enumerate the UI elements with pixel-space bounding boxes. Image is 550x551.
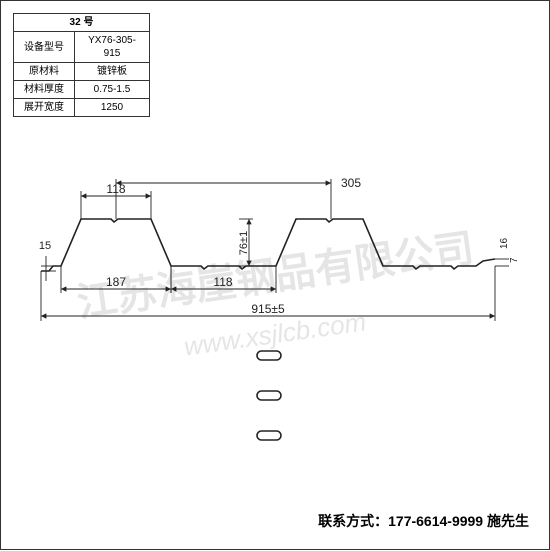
- svg-text:187: 187: [106, 275, 126, 289]
- dim-span: 305: [116, 176, 361, 219]
- dim-rib-height: 76±1: [238, 219, 253, 266]
- svg-text:305: 305: [341, 176, 361, 190]
- deck-profile: [41, 219, 495, 271]
- slot-icons: [257, 351, 281, 440]
- svg-text:118: 118: [213, 275, 232, 289]
- dim-bottom-left: 187: [61, 266, 171, 293]
- dim-right-heights: 16 7: [495, 237, 520, 266]
- svg-text:76±1: 76±1: [238, 231, 250, 255]
- dim-bottom-flat: 118: [171, 266, 276, 293]
- svg-text:15: 15: [39, 240, 51, 252]
- svg-text:16: 16: [499, 237, 510, 249]
- contact-name: 施先生: [483, 513, 529, 529]
- contact-line: 联系方式：177-6614-9999 施先生: [318, 511, 529, 531]
- drawing-frame: 江苏海崖钢品有限公司 www.xsjlcb.com 32 号 设备型号YX76-…: [0, 0, 550, 550]
- profile-drawing: 118 305 15 76±1 187: [1, 1, 550, 551]
- contact-label: 联系方式：: [318, 513, 388, 529]
- svg-text:915±5: 915±5: [251, 302, 285, 316]
- svg-text:7: 7: [509, 257, 520, 263]
- contact-phone: 177-6614-9999: [388, 513, 483, 529]
